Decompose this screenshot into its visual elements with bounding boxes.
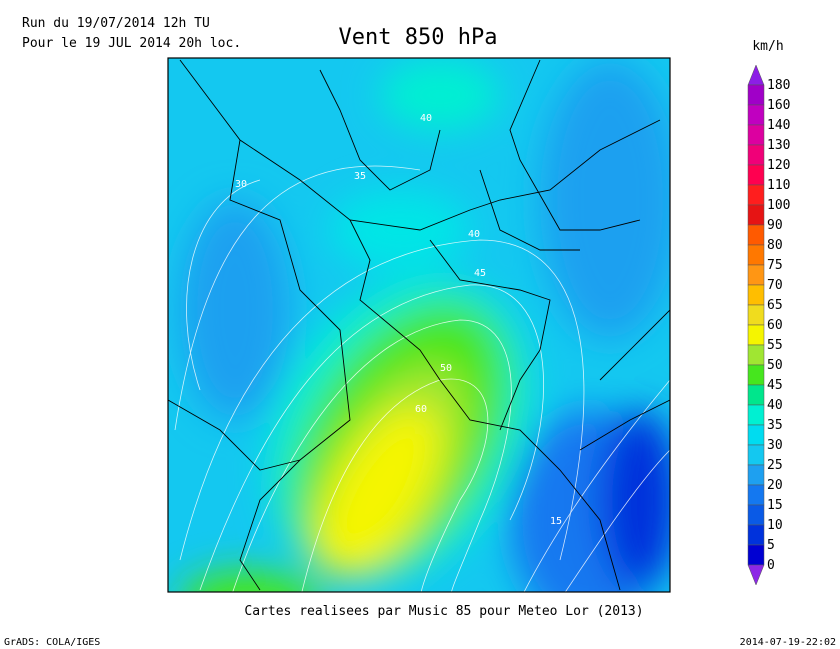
contour-label: 35 [354, 171, 366, 182]
legend-unit: km/h [752, 39, 783, 54]
legend-swatch [747, 544, 765, 566]
legend-swatch [747, 424, 765, 446]
legend-swatch [747, 144, 765, 166]
legend-swatch [747, 344, 765, 366]
legend-label: 35 [767, 418, 783, 433]
legend-swatch [747, 104, 765, 126]
legend-triangle [747, 64, 765, 86]
map-frame [167, 57, 671, 593]
legend-swatch [747, 324, 765, 346]
legend-swatch [747, 124, 765, 146]
contour-label: 60 [415, 404, 427, 415]
legend-label: 120 [767, 158, 790, 173]
legend-label: 60 [767, 318, 783, 333]
legend-label: 70 [767, 278, 783, 293]
legend-swatch [747, 264, 765, 286]
title: Vent 850 hPa [339, 25, 498, 50]
legend-label: 50 [767, 358, 783, 373]
contour-label: 40 [420, 113, 432, 124]
legend-label: 160 [767, 98, 790, 113]
legend-label: 25 [767, 458, 783, 473]
contour-label: 15 [550, 516, 562, 527]
contour-label: 40 [468, 229, 480, 240]
legend-swatch [747, 444, 765, 466]
legend-swatch [747, 464, 765, 486]
legend-label: 100 [767, 198, 790, 213]
legend-label: 90 [767, 218, 783, 233]
legend-swatch [747, 384, 765, 406]
legend-swatch [747, 304, 765, 326]
legend-swatch [747, 184, 765, 206]
legend-label: 15 [767, 498, 783, 513]
legend-label: 20 [767, 478, 783, 493]
legend-swatch [747, 404, 765, 426]
software: GrADS: COLA/IGES [4, 637, 100, 648]
contour-label: 45 [474, 268, 486, 279]
legend-label: 140 [767, 118, 790, 133]
legend-swatch [747, 224, 765, 246]
legend-label: 75 [767, 258, 783, 273]
legend-swatch [747, 204, 765, 226]
legend-label: 5 [767, 538, 775, 553]
legend-label: 10 [767, 518, 783, 533]
legend-label: 0 [767, 558, 775, 573]
legend-label: 80 [767, 238, 783, 253]
legend-label: 45 [767, 378, 783, 393]
legend-label: 65 [767, 298, 783, 313]
legend-swatch [747, 504, 765, 526]
legend-swatch [747, 484, 765, 506]
legend-swatch [747, 244, 765, 266]
legend-label: 30 [767, 438, 783, 453]
color-legend: 1801601401301201101009080757065605550454… [747, 64, 790, 586]
legend-label: 40 [767, 398, 783, 413]
legend-swatch [747, 164, 765, 186]
legend-swatch [747, 84, 765, 106]
legend-swatch [747, 364, 765, 386]
legend-swatch [747, 524, 765, 546]
legend-label: 180 [767, 78, 790, 93]
contour-label: 30 [235, 179, 247, 190]
legend-triangle [747, 564, 765, 586]
contour-labels: 40 35 30 40 45 50 60 15 [235, 113, 562, 527]
wind-field [168, 58, 670, 592]
legend-swatch [747, 284, 765, 306]
legend-label: 130 [767, 138, 790, 153]
legend-label: 55 [767, 338, 783, 353]
valid-line: Pour le 19 JUL 2014 20h loc. [22, 36, 241, 51]
run-line: Run du 19/07/2014 12h TU [22, 16, 210, 31]
legend-label: 110 [767, 178, 790, 193]
credit: Cartes realisees par Music 85 pour Meteo… [244, 604, 643, 619]
contour-label: 50 [440, 363, 452, 374]
timestamp: 2014-07-19-22:02 [740, 637, 836, 648]
